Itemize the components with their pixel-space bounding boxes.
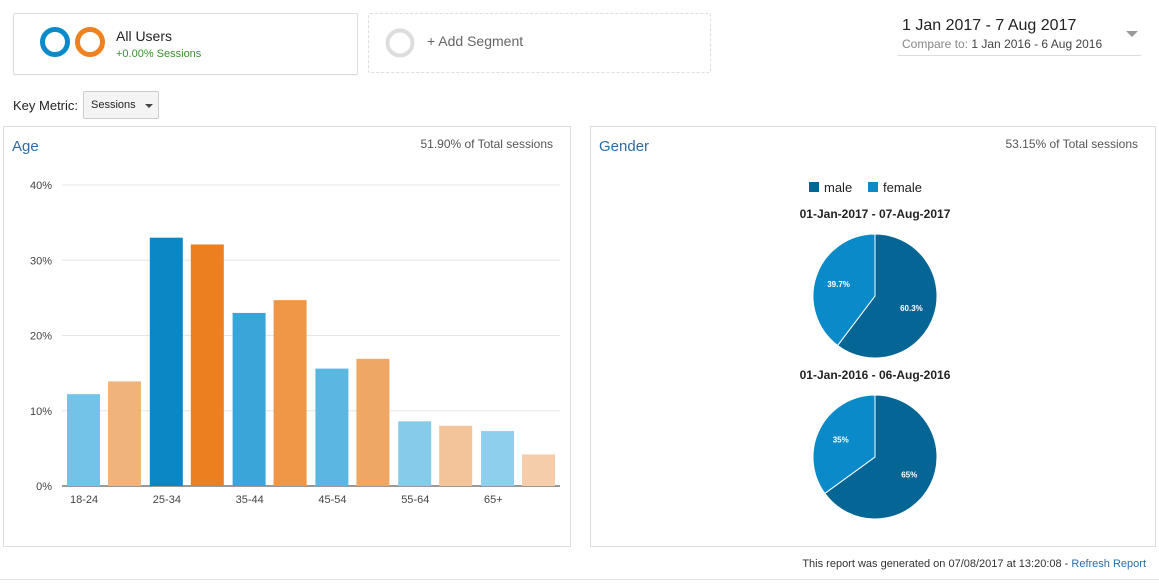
legend-label-female: female	[883, 180, 922, 195]
compare-value: 1 Jan 2016 - 6 Aug 2016	[971, 37, 1103, 51]
y-tick-label: 10%	[30, 406, 52, 418]
y-tick-label: 40%	[30, 180, 52, 192]
x-tick-label: 55-64	[401, 494, 429, 506]
date-range-picker[interactable]: 1 Jan 2017 - 7 Aug 2017 Compare to: 1 Ja…	[898, 12, 1141, 56]
pie-slice-label: 35%	[833, 436, 849, 445]
bar-18-24-series-2[interactable]	[108, 381, 141, 486]
legend-swatch-female	[868, 182, 878, 192]
pie-slice-female[interactable]	[812, 233, 876, 347]
bar-25-34-series-2[interactable]	[190, 244, 224, 486]
key-metric-select[interactable]: Sessions	[83, 91, 159, 119]
segment-title: All Users	[116, 28, 173, 44]
empty-segment-ring-icon	[385, 28, 415, 58]
bar-25-34-series-1[interactable]	[149, 237, 183, 486]
bottom-divider	[0, 579, 1159, 580]
bar-35-44-series-2[interactable]	[273, 300, 307, 486]
key-metric-label: Key Metric:	[13, 98, 79, 113]
x-tick-label: 18-24	[70, 494, 98, 506]
pie-slice-label: 65%	[901, 470, 917, 479]
add-segment-label: + Add Segment	[427, 33, 524, 49]
x-tick-label: 65+	[484, 494, 503, 506]
segment-ring-icon-compare	[75, 27, 105, 57]
pie-slice-label: 60.3%	[900, 304, 923, 313]
pie-slice-label: 39.7%	[827, 280, 850, 289]
report-footer: This report was generated on 07/08/2017 …	[802, 558, 1146, 570]
gender-pie-charts: male female 01-Jan-2017 - 07-Aug-2017 60.3%…	[800, 180, 951, 520]
y-tick-label: 20%	[30, 331, 52, 343]
compare-label: Compare to:	[902, 37, 969, 51]
date-range-compare: Compare to: 1 Jan 2016 - 6 Aug 2016	[902, 37, 1102, 51]
bar-18-24-series-1[interactable]	[67, 394, 100, 486]
y-tick-label: 30%	[30, 255, 52, 267]
date-range-main: 1 Jan 2017 - 7 Aug 2017	[902, 17, 1077, 34]
segment-card-all-users[interactable]: All Users +0.00% Sessions	[13, 13, 358, 75]
gender-panel-percentage: 53.15% of Total sessions	[1005, 137, 1138, 151]
gender-panel: Gender 53.15% of Total sessions male fema…	[590, 126, 1156, 547]
age-bar-chart: 0% 10% 20% 30% 40% 18-24 25-34 35-44 45-54 55-64 6…	[30, 180, 560, 506]
age-panel: Age 51.90% of Total sessions 0% 10% 20% 30%…	[3, 126, 571, 547]
gender-panel-title: Gender	[599, 138, 650, 155]
bar-65+-series-2[interactable]	[522, 454, 555, 486]
legend-label-male: male	[824, 180, 852, 195]
bar-45-54-series-1[interactable]	[315, 368, 349, 486]
legend-swatch-male	[809, 182, 819, 192]
bar-35-44-series-1[interactable]	[232, 312, 266, 486]
chevron-down-icon[interactable]	[1126, 31, 1138, 37]
add-segment-button[interactable]: + Add Segment	[368, 13, 711, 73]
segment-change: +0.00% Sessions	[116, 48, 202, 60]
dropdown-caret-icon	[145, 104, 153, 108]
report-generated-text: This report was generated on 07/08/2017 …	[802, 558, 1072, 570]
refresh-report-link[interactable]: Refresh Report	[1071, 558, 1146, 570]
x-tick-label: 45-54	[318, 494, 346, 506]
age-panel-title: Age	[12, 138, 39, 155]
bar-55-64-series-1[interactable]	[398, 421, 432, 486]
pie-title: 01-Jan-2017 - 07-Aug-2017	[800, 207, 951, 221]
bar-65+-series-1[interactable]	[481, 431, 514, 486]
segment-ring-icon-current	[40, 27, 70, 57]
x-tick-label: 35-44	[236, 494, 264, 506]
bar-55-64-series-2[interactable]	[439, 425, 473, 486]
pie-title: 01-Jan-2016 - 06-Aug-2016	[800, 368, 951, 382]
key-metric-selected: Sessions	[91, 99, 136, 111]
pie-slice-male[interactable]	[824, 394, 938, 520]
x-tick-label: 25-34	[153, 494, 181, 506]
pie-slice-male[interactable]	[836, 233, 938, 359]
pie-slice-female[interactable]	[812, 394, 876, 495]
age-panel-percentage: 51.90% of Total sessions	[420, 137, 553, 151]
bar-45-54-series-2[interactable]	[356, 358, 390, 486]
y-tick-label: 0%	[36, 481, 52, 493]
